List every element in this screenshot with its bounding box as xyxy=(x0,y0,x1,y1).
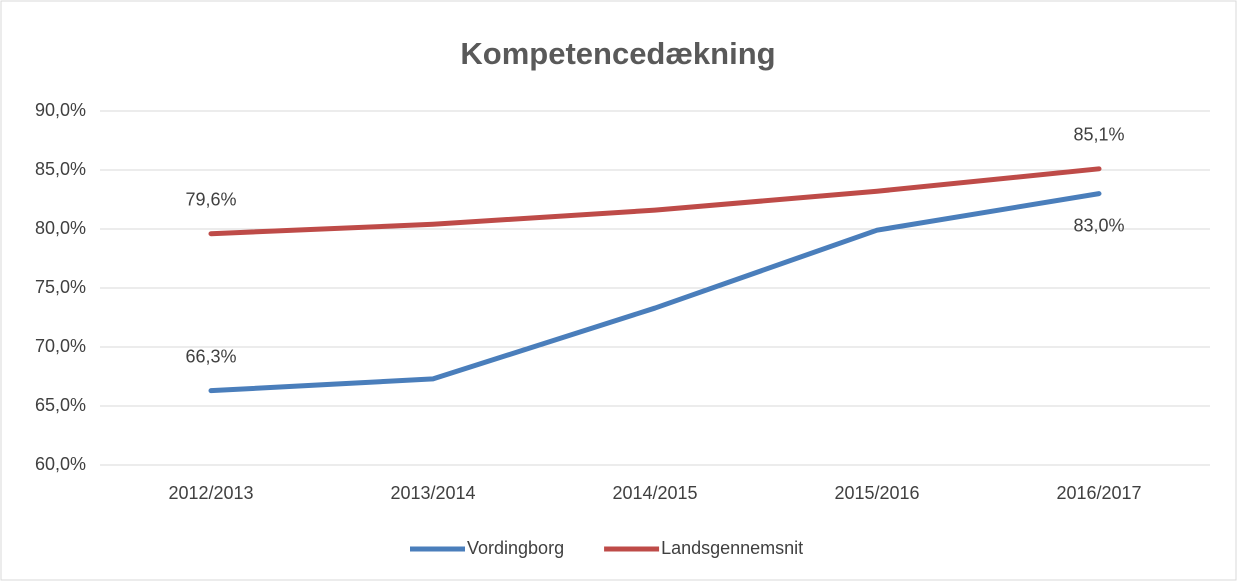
y-tick-label: 85,0% xyxy=(35,159,86,179)
data-label: 79,6% xyxy=(185,189,236,209)
data-label: 85,1% xyxy=(1073,125,1124,145)
series-line xyxy=(208,166,1102,237)
y-tick-label: 75,0% xyxy=(35,277,86,297)
x-tick-label: 2014/2015 xyxy=(612,483,697,503)
chart-title: Kompetencedækning xyxy=(460,36,775,71)
data-label: 66,3% xyxy=(185,346,236,366)
y-tick-label: 60,0% xyxy=(35,454,86,474)
y-tick-label: 90,0% xyxy=(35,100,86,120)
x-tick-label: 2013/2014 xyxy=(390,483,475,503)
y-tick-label: 70,0% xyxy=(35,336,86,356)
x-tick-label: 2012/2013 xyxy=(168,483,253,503)
legend-label: Landsgennemsnit xyxy=(661,538,803,558)
x-tick-label: 2015/2016 xyxy=(834,483,919,503)
y-tick-label: 65,0% xyxy=(35,395,86,415)
legend-label: Vordingborg xyxy=(467,538,564,558)
x-tick-label: 2016/2017 xyxy=(1056,483,1141,503)
series-line xyxy=(208,191,1102,394)
data-label: 83,0% xyxy=(1073,215,1124,235)
y-tick-label: 80,0% xyxy=(35,218,86,238)
